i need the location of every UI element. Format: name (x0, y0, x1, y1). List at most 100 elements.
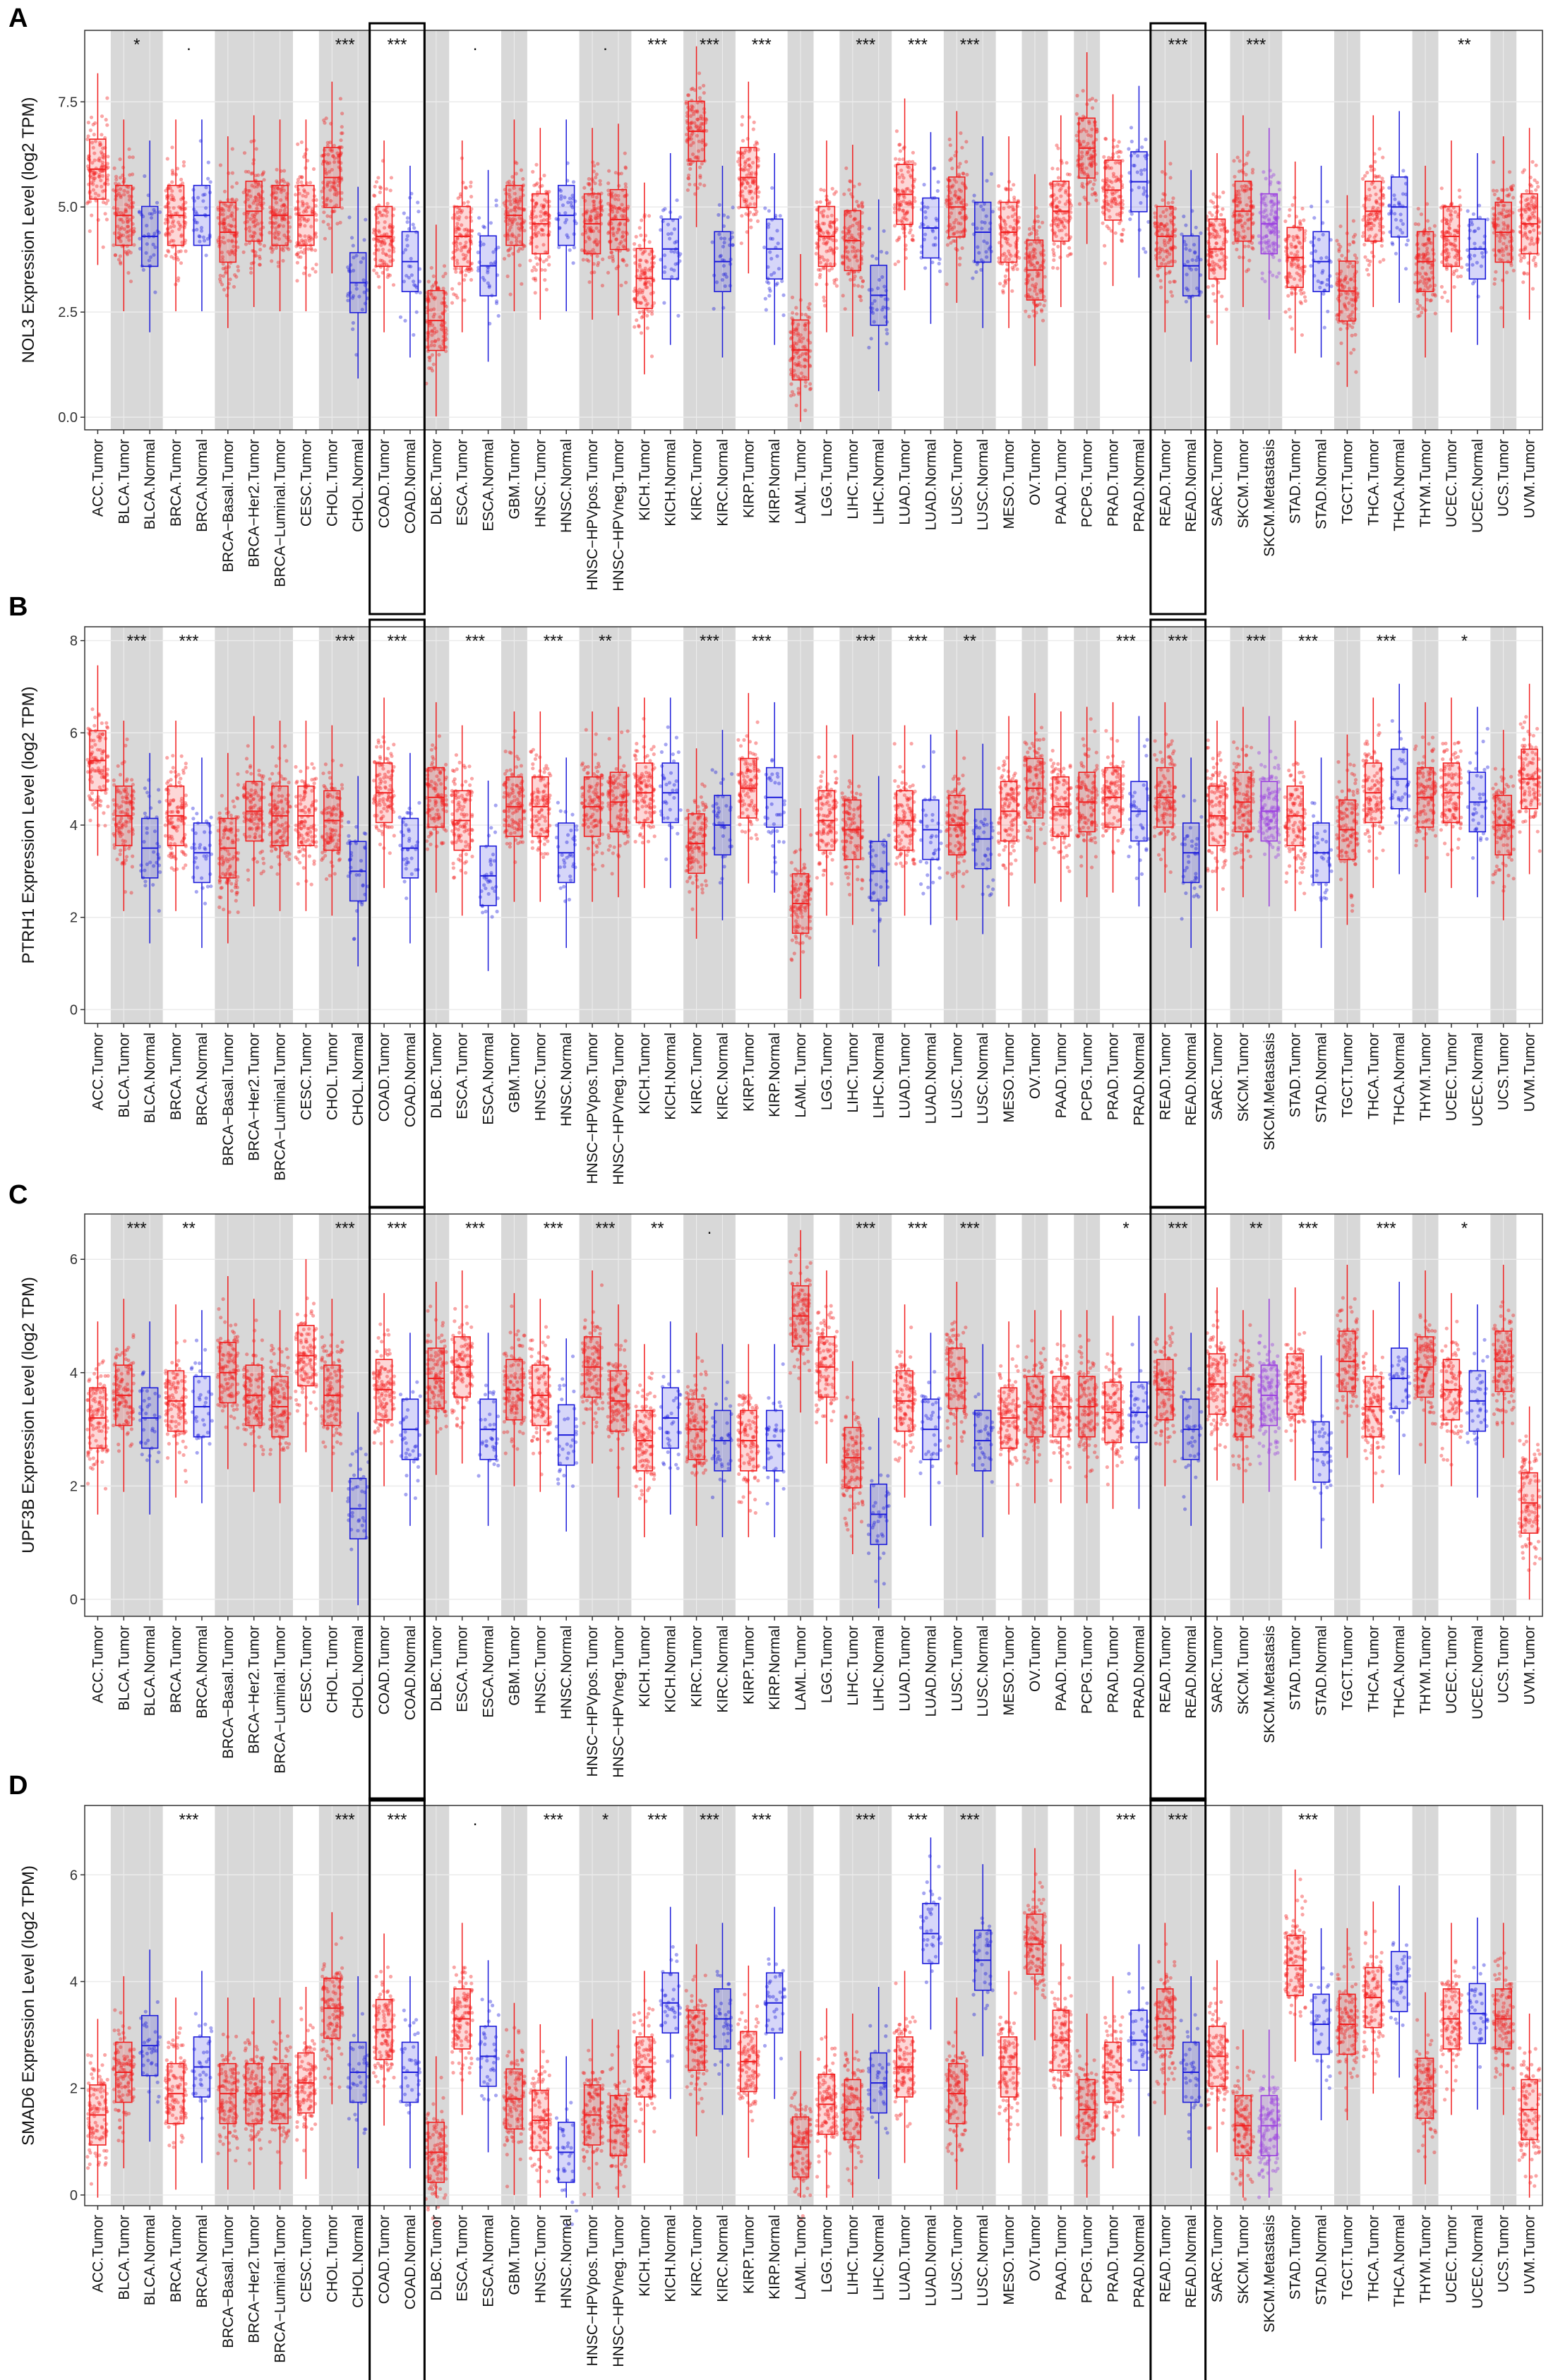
data-point (388, 188, 393, 193)
data-point (121, 233, 126, 237)
box-prad-normal (1127, 85, 1151, 278)
data-point (1113, 231, 1117, 235)
data-point (97, 172, 102, 177)
data-point (426, 280, 431, 284)
data-point (299, 180, 304, 184)
data-point (623, 165, 628, 169)
data-point (132, 243, 136, 247)
data-point (1351, 219, 1355, 223)
data-point (170, 145, 174, 150)
data-point (543, 278, 547, 282)
data-point (571, 261, 575, 265)
data-point (148, 212, 152, 216)
data-point (832, 281, 837, 285)
data-point (740, 123, 744, 127)
data-point (328, 226, 332, 230)
data-point (1309, 264, 1313, 268)
data-point (687, 173, 691, 177)
data-point (1074, 112, 1079, 116)
data-point (1443, 290, 1447, 294)
data-point (1381, 231, 1386, 235)
data-point (902, 231, 906, 235)
data-point (1378, 260, 1382, 264)
data-point (1117, 155, 1121, 159)
data-point (115, 207, 120, 211)
data-point (1107, 155, 1111, 160)
data-point (97, 156, 102, 160)
data-point (587, 280, 592, 284)
y-tick-label: 0.0 (58, 410, 78, 426)
data-point (803, 384, 808, 388)
data-point (227, 171, 231, 175)
data-point (1367, 272, 1371, 277)
data-point (1024, 309, 1028, 313)
data-point (119, 226, 124, 230)
data-point (1120, 239, 1124, 244)
data-point (1365, 171, 1370, 175)
data-point (96, 158, 100, 162)
data-point (119, 210, 123, 215)
data-point (304, 148, 308, 152)
data-point (1036, 220, 1041, 224)
data-point (167, 240, 172, 245)
data-point (1300, 333, 1304, 337)
data-point (92, 176, 96, 181)
data-point (818, 272, 822, 277)
data-point (755, 141, 760, 145)
data-point (126, 249, 131, 253)
data-point (126, 185, 131, 189)
data-point (1058, 256, 1062, 260)
box-lgg-tumor (814, 140, 839, 332)
data-point (1168, 280, 1172, 284)
data-point (167, 250, 171, 254)
data-point (1052, 242, 1056, 246)
data-point (1485, 217, 1490, 222)
data-point (885, 332, 889, 336)
data-point (1337, 249, 1341, 253)
data-point (532, 265, 537, 270)
data-point (170, 221, 175, 225)
data-point (964, 140, 969, 144)
data-point (1260, 277, 1264, 281)
box-sarc-tumor (1205, 152, 1230, 345)
data-point (270, 259, 274, 263)
data-point (172, 198, 176, 203)
data-point (403, 318, 407, 323)
data-point (299, 245, 303, 249)
data-point (89, 115, 94, 119)
data-point (86, 200, 90, 204)
data-point (303, 152, 308, 156)
data-point (780, 279, 784, 283)
data-point (1262, 170, 1266, 174)
data-point (1335, 239, 1339, 243)
data-point (169, 255, 174, 259)
data-point (1081, 89, 1085, 93)
data-point (95, 184, 99, 188)
data-point (398, 315, 403, 319)
data-point (1081, 185, 1086, 189)
data-point (442, 264, 447, 268)
data-point (295, 260, 299, 265)
data-point (532, 184, 537, 188)
box-ucec-normal (1465, 152, 1490, 345)
data-point (961, 172, 965, 176)
data-point (1156, 273, 1160, 277)
data-point (178, 223, 182, 227)
data-point (444, 328, 448, 332)
data-point (885, 251, 889, 255)
data-point (791, 311, 795, 315)
data-point (514, 172, 518, 176)
data-point (541, 260, 546, 264)
data-point (96, 218, 100, 222)
data-point (1224, 307, 1228, 311)
data-point (104, 118, 108, 122)
data-point (414, 310, 419, 314)
data-point (340, 206, 344, 210)
data-point (417, 210, 421, 214)
data-point (1361, 176, 1365, 181)
data-point (1465, 263, 1469, 267)
data-point (92, 158, 97, 162)
data-point (700, 162, 704, 166)
data-point (702, 83, 706, 88)
data-point (288, 215, 292, 220)
